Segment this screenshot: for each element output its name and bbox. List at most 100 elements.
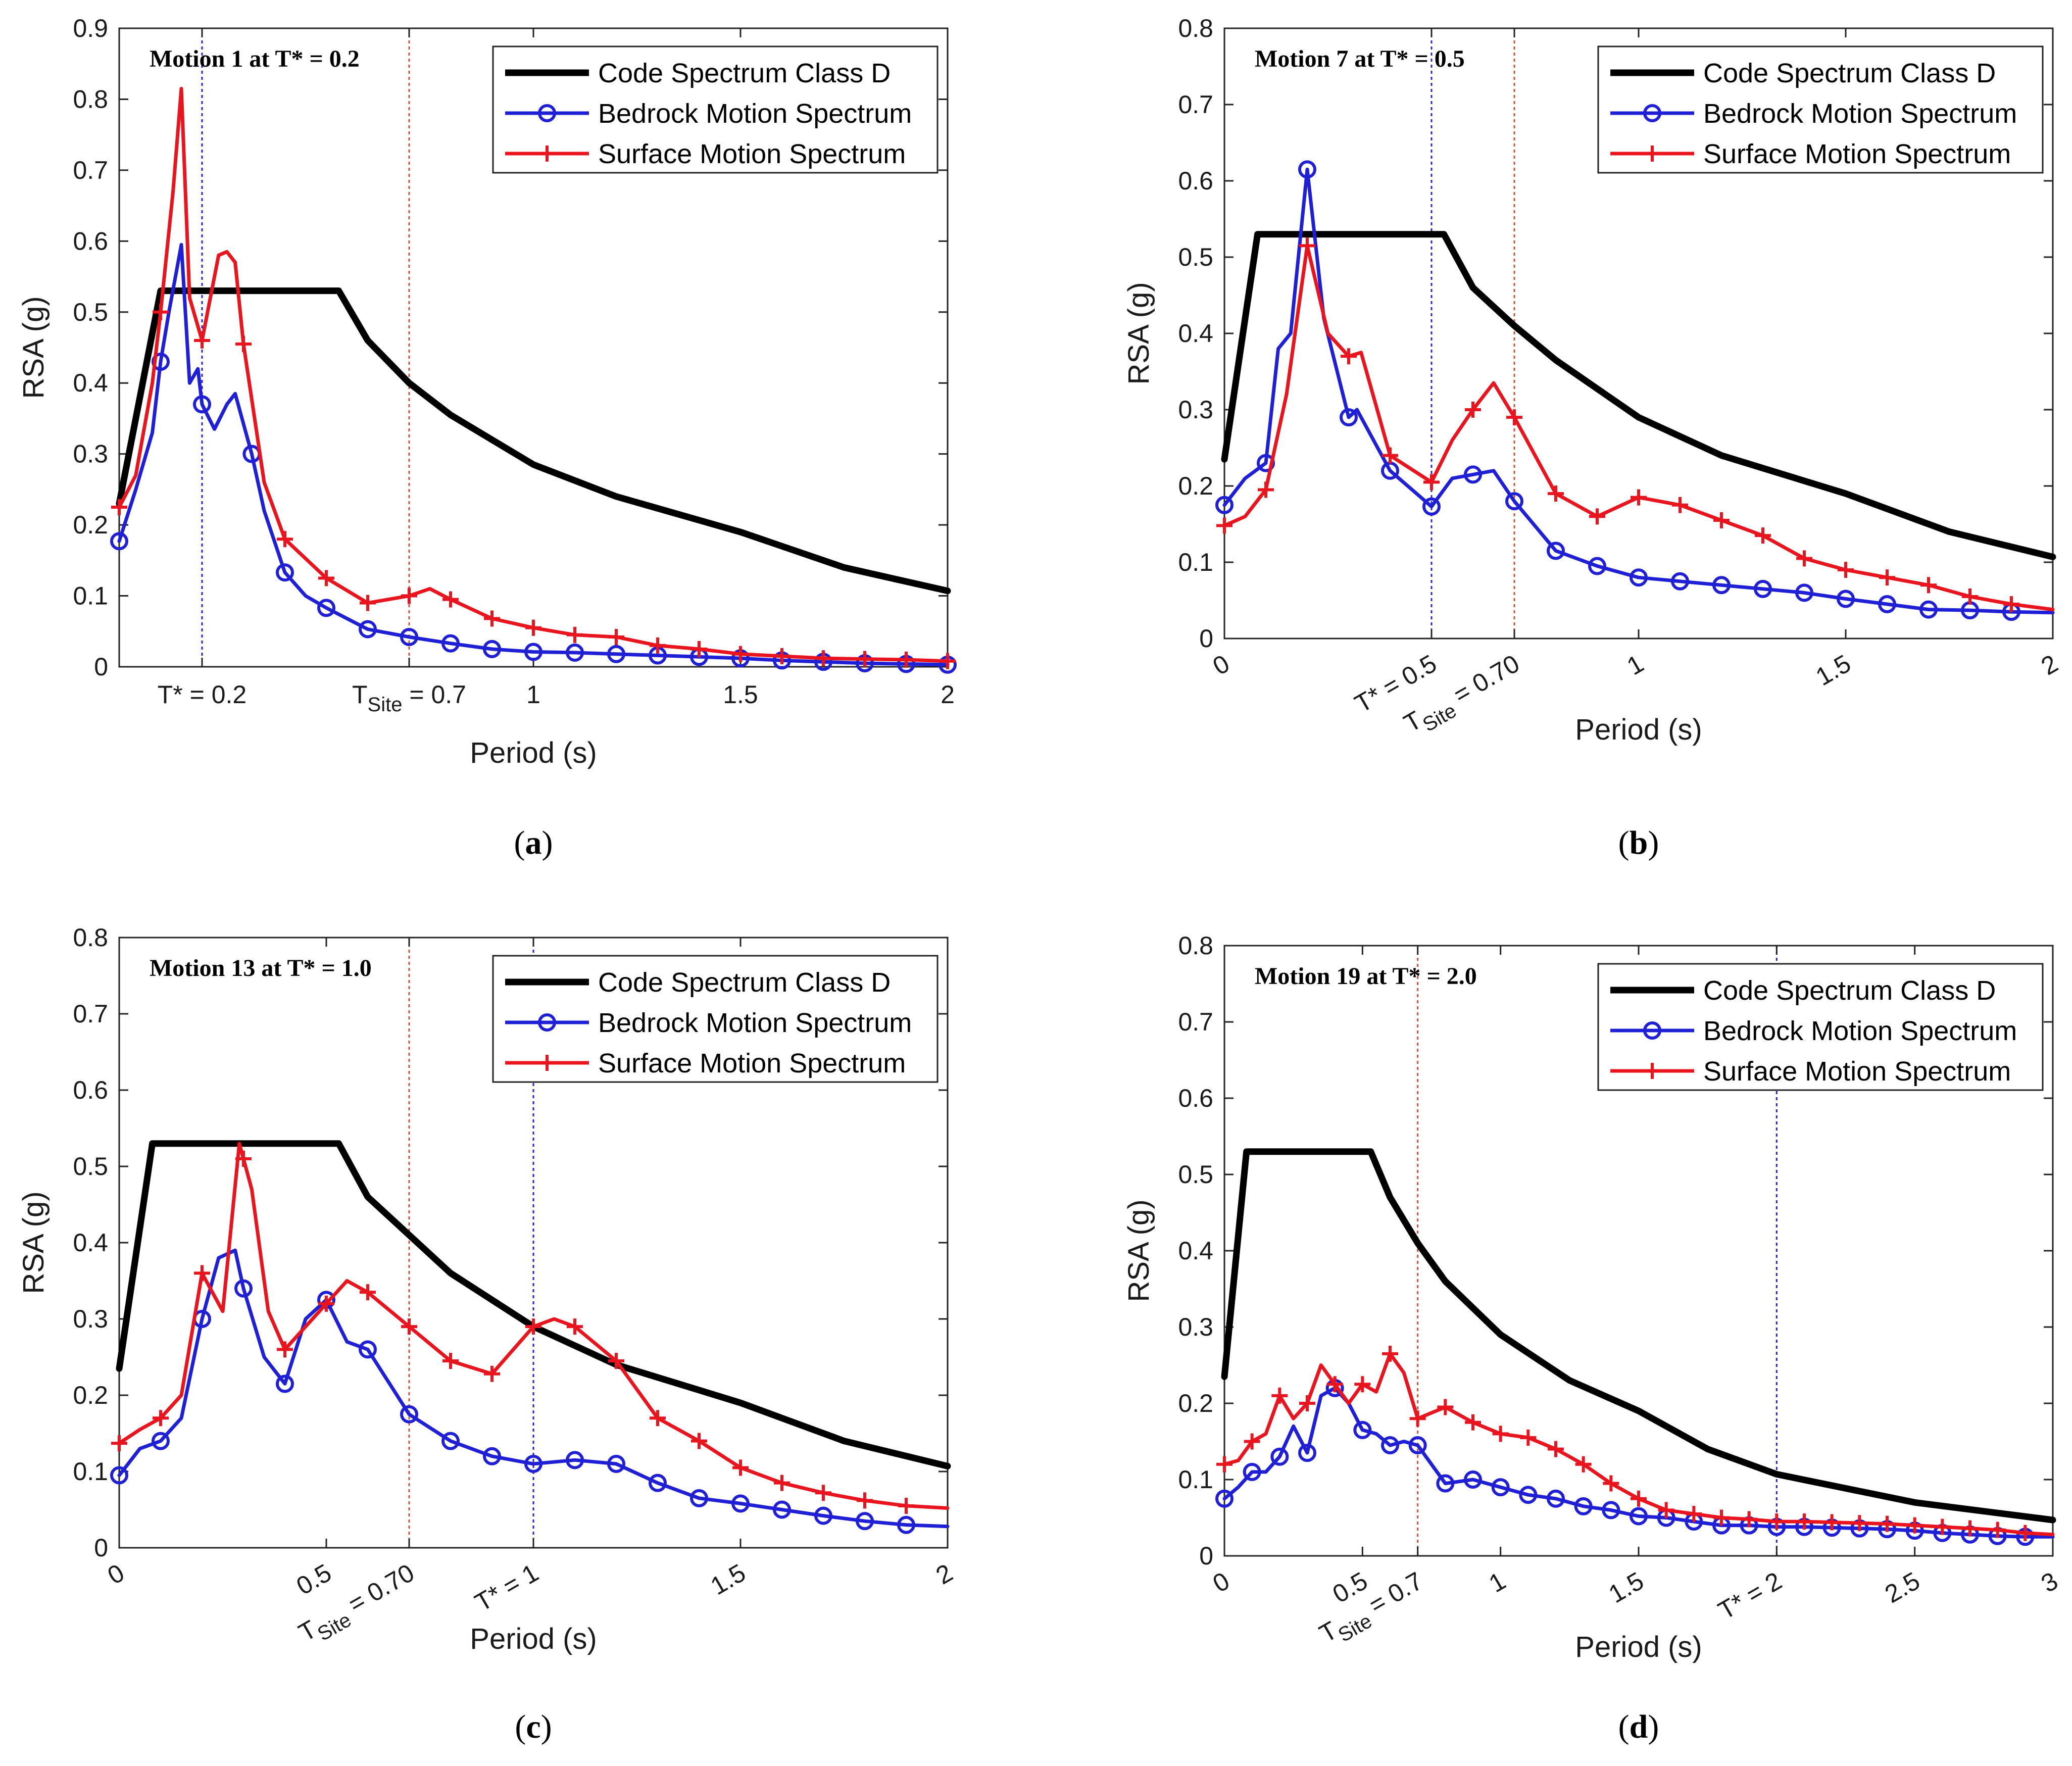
data-point	[525, 1318, 541, 1335]
data-point	[815, 650, 831, 667]
data-point	[1796, 550, 1812, 567]
y-tick-label: 0.7	[73, 156, 108, 184]
data-point	[1409, 1410, 1426, 1427]
data-point	[1464, 465, 1482, 484]
data-point	[1548, 1441, 1564, 1457]
legend: Code Spectrum Class D Bedrock Motion Spec…	[492, 45, 939, 174]
data-point	[1422, 497, 1441, 516]
y-tick-label: 0.4	[73, 369, 108, 397]
series-line	[116, 1140, 951, 1469]
data-point	[111, 1435, 127, 1452]
data-point	[607, 645, 625, 663]
legend-label: Surface Motion Spectrum	[598, 139, 906, 169]
x-tick-label: 1.5	[706, 1558, 750, 1600]
x-tick-label: 1	[1622, 649, 1648, 680]
data-point	[1630, 568, 1648, 587]
data-point	[1823, 1514, 1840, 1531]
legend-marker	[538, 104, 556, 122]
data-point	[1878, 595, 1896, 614]
data-point	[359, 1340, 377, 1359]
data-point	[607, 1454, 625, 1473]
x-tick-label: 0.5	[291, 1558, 336, 1600]
y-tick-label: 0.2	[73, 1381, 108, 1409]
data-point	[857, 651, 873, 667]
data-point	[1326, 1376, 1343, 1393]
legend-label: Bedrock Motion Spectrum	[1703, 99, 2017, 129]
data-point	[1436, 1474, 1455, 1493]
data-point	[1919, 600, 1938, 619]
data-point	[1270, 1447, 1289, 1466]
y-tick-label: 0.1	[73, 1457, 108, 1486]
data-point	[691, 1433, 707, 1449]
series-2	[1216, 1345, 2055, 1541]
data-point	[277, 531, 293, 548]
data-point	[1465, 402, 1481, 418]
x-tick-label: 0	[1208, 1566, 1234, 1598]
y-tick-label: 0.7	[73, 1000, 108, 1028]
data-point	[1686, 1505, 1702, 1522]
data-point	[774, 1475, 790, 1491]
legend: Code Spectrum Class D Bedrock Motion Spec…	[1597, 45, 2044, 174]
data-point	[360, 1284, 376, 1301]
chart-title: Motion 1 at T* = 0.2	[150, 45, 360, 72]
y-tick-label: 0.8	[73, 923, 108, 952]
x-axis-label: Period (s)	[1575, 713, 1702, 746]
chart-title: Motion 7 at T* = 0.5	[1255, 45, 1465, 72]
data-point	[1575, 1456, 1592, 1473]
y-tick-label: 0.8	[1178, 931, 1213, 960]
x-tick-label: 1.5	[1811, 649, 1855, 691]
series-0	[116, 287, 951, 595]
x-tick-label: 1.5	[1604, 1566, 1648, 1608]
y-tick-label: 0.3	[1178, 396, 1213, 424]
data-point	[442, 591, 459, 608]
data-point	[277, 1341, 293, 1358]
data-point	[1851, 1515, 1868, 1532]
x-tick-label: 1	[1484, 1566, 1510, 1598]
y-tick-label: 0.6	[1178, 1084, 1213, 1112]
data-point	[1602, 1501, 1620, 1519]
panel-a: 0 0.1 0.2 0.3 0.4 0.5 0.6 0.7 0.8 0.9 T* = 0.2 TSit…	[17, 14, 957, 861]
y-tick-label: 0.2	[1178, 1389, 1213, 1417]
y-tick-label: 0.3	[73, 440, 108, 468]
panel-b: 00.10.20.30.40.50.60.70.80 T* = 0.5TSite …	[1122, 14, 2063, 861]
data-point	[1520, 1429, 1537, 1446]
y-tick-label: 0.6	[1178, 167, 1213, 195]
data-point	[152, 1432, 170, 1450]
data-point	[815, 1485, 831, 1501]
data-point	[1353, 1420, 1372, 1439]
y-tick-label: 0.2	[73, 511, 108, 539]
data-point	[1243, 1462, 1261, 1481]
data-point	[1879, 569, 1895, 586]
data-point	[897, 1515, 915, 1534]
data-point	[1671, 572, 1689, 591]
data-point	[1216, 1456, 1232, 1473]
series-0	[1221, 231, 2056, 560]
data-point	[1755, 527, 1771, 544]
data-point	[484, 610, 500, 627]
data-point	[1437, 1399, 1454, 1415]
y-tick-label: 0.9	[73, 14, 108, 42]
legend-marker	[538, 1013, 556, 1032]
data-point	[732, 646, 749, 662]
data-point	[524, 1454, 542, 1473]
y-tick-label: 0.2	[1178, 472, 1213, 500]
y-tick-label: 0.5	[73, 1152, 108, 1181]
series-line	[1222, 167, 2055, 615]
data-point	[360, 595, 376, 611]
y-tick-label: 0	[1199, 624, 1213, 653]
data-point	[1215, 496, 1234, 514]
legend-label: Surface Motion Spectrum	[598, 1048, 906, 1078]
data-point	[235, 1150, 252, 1167]
data-point	[194, 1265, 210, 1282]
y-tick-label: 0.3	[1178, 1313, 1213, 1341]
data-point	[1837, 590, 1855, 608]
data-point	[1589, 508, 1605, 525]
data-point	[567, 626, 583, 643]
y-tick-label: 0.7	[1178, 1008, 1213, 1036]
data-point	[1298, 1444, 1316, 1462]
x-axis-label: Period (s)	[1575, 1631, 1702, 1663]
data-point	[1920, 577, 1937, 594]
data-point	[773, 1500, 791, 1519]
legend: Code Spectrum Class D Bedrock Motion Spec…	[492, 955, 939, 1083]
